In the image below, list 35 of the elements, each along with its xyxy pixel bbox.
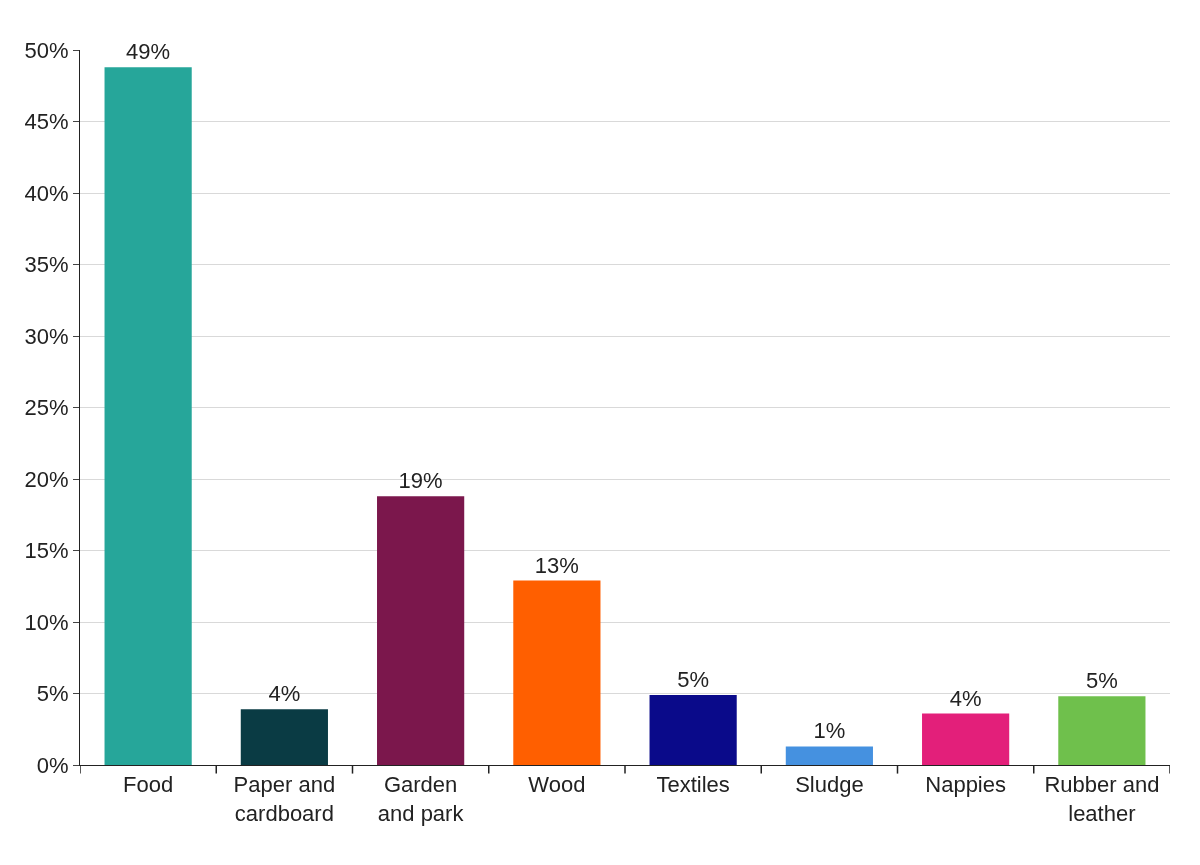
bar <box>513 580 601 765</box>
x-tick-label: Nappies <box>925 772 1006 798</box>
x-tick-label: Paper and cardboard <box>233 772 336 826</box>
data-label: 5% <box>677 666 710 692</box>
bar <box>240 709 328 765</box>
x-tick-label: Sludge <box>795 772 864 798</box>
x-tick-label: Wood <box>528 772 586 798</box>
y-tick-label: 20% <box>24 466 69 492</box>
bar <box>377 496 465 765</box>
x-tick-label: Food <box>123 772 174 798</box>
x-tick-label: Garden and park <box>377 772 465 826</box>
data-label: 5% <box>1085 668 1118 694</box>
data-label: 19% <box>398 468 443 494</box>
y-tick-label: 30% <box>24 323 69 349</box>
bar <box>104 67 192 765</box>
y-tick-label: 5% <box>36 681 69 707</box>
y-tick-label: 45% <box>24 109 69 135</box>
data-label: 4% <box>949 685 982 711</box>
y-tick-label: 25% <box>24 395 69 421</box>
bar <box>1058 696 1146 765</box>
y-tick-label: 50% <box>24 37 69 63</box>
bar <box>922 713 1010 765</box>
x-tick-label: Textiles <box>656 772 730 798</box>
data-label: 4% <box>268 681 301 707</box>
x-tick-label: Rubber and leather <box>1044 772 1160 826</box>
data-label: 1% <box>813 718 846 744</box>
y-tick-label: 35% <box>24 252 69 278</box>
data-label: 49% <box>126 39 171 65</box>
y-tick-label: 40% <box>24 180 69 206</box>
data-label: 13% <box>534 552 579 578</box>
y-tick-label: 0% <box>36 752 69 778</box>
y-tick-label: 10% <box>24 609 69 635</box>
y-tick-label: 15% <box>24 538 69 564</box>
bar <box>649 694 737 765</box>
bar <box>785 746 873 765</box>
